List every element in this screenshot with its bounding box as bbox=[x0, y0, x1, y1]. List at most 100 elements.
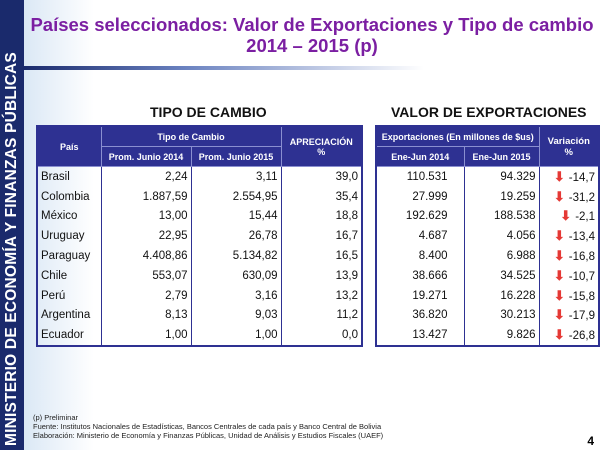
cell-apreciacion: 13,2 bbox=[280, 285, 363, 306]
cell-y2015: 19.259 bbox=[463, 186, 540, 207]
col-variacion-label: Variación bbox=[547, 135, 590, 147]
table-row: 13.427 9.826 ⬇ -26,8 bbox=[375, 325, 600, 347]
cell-variacion: ⬇ -31,2 bbox=[538, 186, 600, 207]
col-variacion-unit: % bbox=[564, 146, 573, 158]
down-arrow-icon: ⬇ bbox=[553, 327, 565, 343]
cell-apreciacion: 11,2 bbox=[280, 305, 363, 326]
cell-y2015: 26,78 bbox=[190, 226, 282, 247]
table-row: 38.666 34.525 ⬇ -10,7 bbox=[375, 265, 600, 286]
table-row: 19.271 16.228 ⬇ -15,8 bbox=[375, 285, 600, 306]
table-row: Ecuador 1,00 1,00 0,0 bbox=[36, 325, 363, 347]
title-line-1: Países seleccionados: Valor de Exportaci… bbox=[30, 14, 594, 35]
cell-variacion: ⬇ -2,1 bbox=[538, 206, 600, 227]
cell-value: -13,4 bbox=[568, 231, 596, 244]
cell-variacion: ⬇ -14,7 bbox=[538, 166, 600, 187]
cell-y2014: 8.400 bbox=[375, 246, 465, 266]
cell-variacion: ⬇ -13,4 bbox=[538, 226, 600, 247]
exportaciones-heading: VALOR DE EXPORTACIONES bbox=[391, 104, 587, 120]
table-row: Argentina 8,13 9,03 11,2 bbox=[36, 305, 363, 326]
tipo-cambio-table: País Tipo de Cambio APRECIACIÓN% Prom. Jun… bbox=[36, 125, 363, 348]
col-variacion: Variación% bbox=[538, 125, 600, 167]
cell-apreciacion: 39,0 bbox=[280, 166, 363, 187]
cell-y2014: 38.666 bbox=[375, 265, 465, 286]
cell-y2014: 13,00 bbox=[100, 206, 192, 227]
table-row: 8.400 6.988 ⬇ -16,8 bbox=[375, 246, 600, 266]
cell-value: -16,8 bbox=[568, 251, 596, 264]
down-arrow-icon: ⬇ bbox=[553, 267, 565, 283]
cell-y2014: 4.408,86 bbox=[100, 246, 192, 266]
tipo-cambio-heading: TIPO DE CAMBIO bbox=[150, 104, 267, 120]
cell-pais: Chile bbox=[36, 265, 102, 286]
cell-y2015: 2.554,95 bbox=[190, 186, 282, 207]
cell-pais: Colombia bbox=[36, 186, 102, 207]
cell-y2015: 630,09 bbox=[190, 265, 282, 286]
cell-y2014: 4.687 bbox=[375, 226, 465, 247]
cell-y2015: 5.134,82 bbox=[190, 246, 282, 266]
cell-y2014: 13.427 bbox=[375, 325, 465, 347]
down-arrow-icon: ⬇ bbox=[553, 287, 565, 303]
cell-value: -26,8 bbox=[568, 330, 596, 343]
cell-y2014: 192.629 bbox=[375, 206, 465, 227]
cell-y2015: 4.056 bbox=[463, 226, 540, 247]
cell-apreciacion: 16,7 bbox=[280, 226, 363, 247]
col-pais: País bbox=[36, 125, 102, 167]
title-divider bbox=[24, 66, 424, 70]
down-arrow-icon: ⬇ bbox=[553, 307, 565, 323]
table-row: Paraguay 4.408,86 5.134,82 16,5 bbox=[36, 246, 363, 266]
col-apreciacion-label: APRECIACIÓN bbox=[289, 136, 353, 147]
cell-value: -17,9 bbox=[568, 310, 596, 323]
cell-value: 188.538 bbox=[493, 210, 536, 223]
footer-elaboration: Elaboración: Ministerio de Economía y Fi… bbox=[33, 431, 384, 440]
cell-pais: Paraguay bbox=[36, 246, 102, 266]
page-title: Países seleccionados: Valor de Exportaci… bbox=[24, 14, 600, 56]
table-row: 110.531 94.329 ⬇ -14,7 bbox=[375, 166, 600, 187]
col-group-tipo-cambio: Tipo de Cambio bbox=[100, 125, 282, 147]
cell-pais: México bbox=[36, 206, 102, 227]
table-row: Perú 2,79 3,16 13,2 bbox=[36, 285, 363, 306]
cell-y2014: 2,79 bbox=[100, 285, 192, 306]
cell-value: -31,2 bbox=[568, 191, 596, 204]
cell-value: 16.228 bbox=[500, 289, 536, 302]
cell-pais: Argentina bbox=[36, 305, 102, 326]
cell-value: 38.666 bbox=[412, 269, 448, 282]
col-ene-jun-2014: Ene-Jun 2014 bbox=[375, 146, 465, 167]
cell-value: -15,8 bbox=[568, 290, 596, 303]
table-row: 192.629 188.538 ⬇ -2,1 bbox=[375, 206, 600, 227]
down-arrow-icon: ⬇ bbox=[560, 208, 572, 224]
title-line-2: 2014 – 2015 (p) bbox=[246, 35, 378, 56]
col-apreciacion: APRECIACIÓN% bbox=[280, 125, 363, 167]
cell-y2015: 188.538 bbox=[463, 206, 540, 227]
footer-source: Fuente: Institutos Nacionales de Estadís… bbox=[33, 422, 382, 431]
cell-y2015: 1,00 bbox=[190, 325, 282, 347]
down-arrow-icon: ⬇ bbox=[553, 228, 565, 244]
table-row: 4.687 4.056 ⬇ -13,4 bbox=[375, 226, 600, 247]
cell-y2014: 36.820 bbox=[375, 305, 465, 326]
cell-value: 110.531 bbox=[406, 170, 448, 183]
down-arrow-icon: ⬇ bbox=[553, 168, 565, 184]
cell-pais: Brasil bbox=[36, 166, 102, 187]
col-group-exportaciones: Exportaciones (En millones de $us) bbox=[375, 125, 540, 147]
cell-variacion: ⬇ -26,8 bbox=[538, 325, 600, 347]
footer-note: (p) Preliminar bbox=[33, 413, 79, 422]
cell-variacion: ⬇ -17,9 bbox=[538, 305, 600, 326]
table-row: 36.820 30.213 ⬇ -17,9 bbox=[375, 305, 600, 326]
cell-variacion: ⬇ -16,8 bbox=[538, 246, 600, 266]
table-row: Chile 553,07 630,09 13,9 bbox=[36, 265, 363, 286]
cell-value: 9.826 bbox=[506, 329, 536, 342]
cell-y2015: 3,11 bbox=[190, 166, 282, 187]
cell-y2014: 553,07 bbox=[100, 265, 192, 286]
table-row: 27.999 19.259 ⬇ -31,2 bbox=[375, 186, 600, 207]
sidebar-band: MINISTERIO DE ECONOMÍA Y FINANZAS PÚBLIC… bbox=[0, 0, 24, 450]
cell-value: 6.988 bbox=[506, 250, 536, 263]
cell-pais: Ecuador bbox=[36, 325, 102, 347]
col-ene-jun-2015: Ene-Jun 2015 bbox=[463, 146, 540, 167]
cell-value: 94.329 bbox=[500, 170, 536, 183]
cell-value: 4.687 bbox=[418, 230, 448, 243]
cell-variacion: ⬇ -15,8 bbox=[538, 285, 600, 306]
col-apreciacion-unit: % bbox=[317, 146, 326, 157]
cell-apreciacion: 18,8 bbox=[280, 206, 363, 227]
cell-value: -10,7 bbox=[568, 270, 596, 283]
cell-y2014: 110.531 bbox=[375, 166, 465, 187]
cell-value: 34.525 bbox=[500, 269, 536, 282]
cell-y2014: 1.887,59 bbox=[100, 186, 192, 207]
